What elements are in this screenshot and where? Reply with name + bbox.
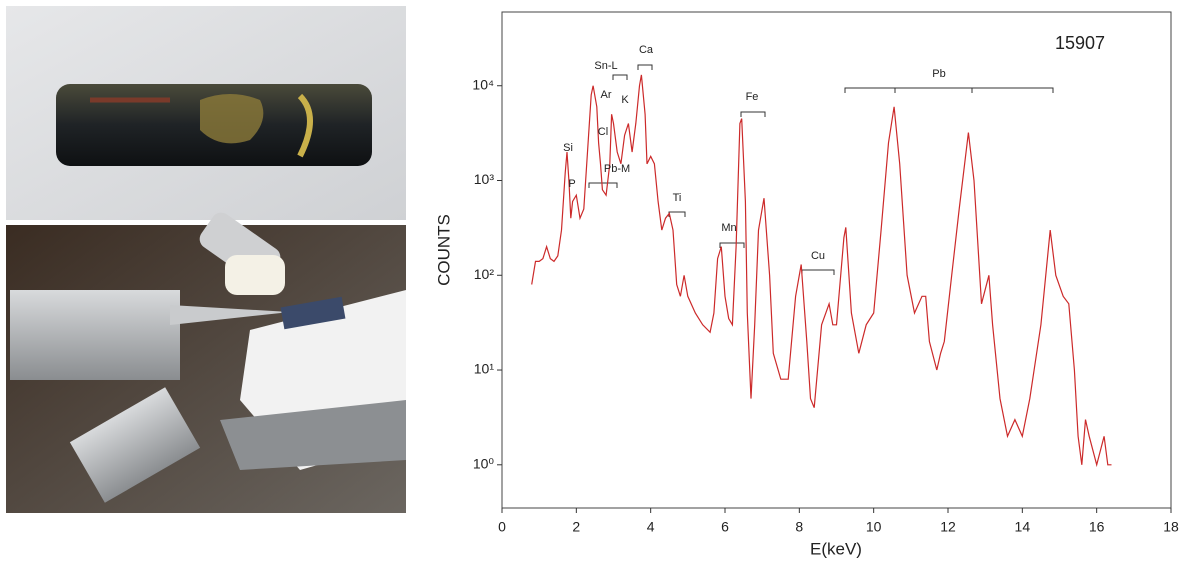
peak-label: Cu bbox=[811, 250, 825, 262]
peak-label: Si bbox=[563, 142, 573, 154]
x-tick-label: 0 bbox=[498, 519, 506, 535]
plot-frame bbox=[501, 11, 1172, 509]
peak-label: Fe bbox=[746, 91, 759, 103]
peak-label: Ar bbox=[601, 89, 612, 101]
photo-setup bbox=[6, 212, 406, 513]
peak-label: Sn-L bbox=[594, 60, 617, 72]
peak-label: K bbox=[621, 94, 629, 106]
x-tick-label: 16 bbox=[1089, 519, 1105, 535]
x-tick-label: 18 bbox=[1163, 519, 1179, 535]
peak-label: Ca bbox=[639, 44, 654, 56]
peak-label: Pb-M bbox=[604, 163, 630, 175]
peak-label: Ti bbox=[673, 192, 682, 204]
y-axis-label: COUNTS bbox=[434, 214, 453, 286]
x-tick-label: 12 bbox=[940, 519, 956, 535]
x-axis-label: E(keV) bbox=[810, 539, 862, 558]
y-tick-label: 10⁰ bbox=[473, 455, 495, 471]
x-tick-label: 4 bbox=[647, 519, 655, 535]
plot-area: 15907 E(keV) COUNTS 0 2 4 6 8 10 12 14 16 18 10⁰ 10… bbox=[434, 11, 1179, 558]
peak-label: Cl bbox=[598, 126, 608, 138]
x-tick-label: 8 bbox=[795, 519, 803, 535]
sample-label: 15907 bbox=[1055, 33, 1105, 53]
y-tick-label: 10³ bbox=[474, 171, 495, 187]
peak-label: Mn bbox=[721, 222, 736, 234]
photo-bead bbox=[6, 6, 406, 220]
x-tick-label: 10 bbox=[866, 519, 882, 535]
y-tick-label: 10⁴ bbox=[472, 76, 494, 92]
spectrum-line bbox=[531, 74, 1112, 468]
peak-label: Pb bbox=[932, 68, 945, 80]
y-tick-label: 10¹ bbox=[474, 361, 495, 377]
peak-brackets bbox=[588, 64, 1054, 275]
y-tick-label: 10² bbox=[474, 266, 495, 282]
x-tick-label: 6 bbox=[721, 519, 729, 535]
peak-label: P bbox=[568, 178, 575, 190]
x-tick-label: 2 bbox=[572, 519, 580, 535]
x-tick-label: 14 bbox=[1015, 519, 1031, 535]
